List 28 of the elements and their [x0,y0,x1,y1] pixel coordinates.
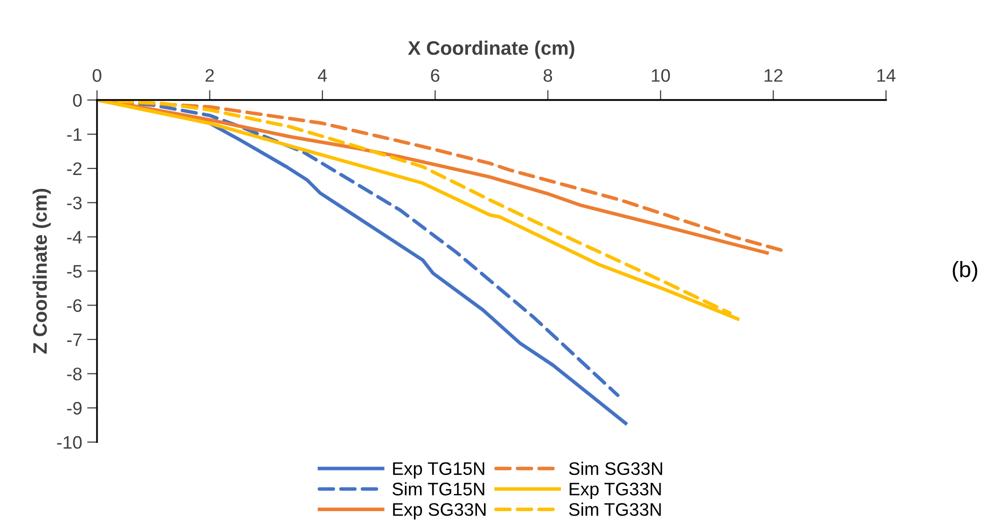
y-tick-label: -3 [67,196,82,210]
legend-label: Sim TG33N [569,502,661,516]
y-tick-label: -7 [67,334,82,346]
x-tick-label: 0 [92,69,102,82]
y-tick-label: -5 [67,265,82,278]
y-tick-label: -1 [67,128,82,141]
y-tick-label: -4 [67,230,82,244]
x-tick-label: 6 [431,69,440,82]
x-tick-label: 8 [544,69,552,82]
y-tick-label: 0 [73,94,82,107]
x-tick-label: 12 [764,69,782,82]
legend-label: Exp SG33N [393,503,486,520]
x-tick-label: 10 [652,69,670,82]
legend-label: Exp TG15N [393,462,484,479]
y-axis-title: Z Coordinate (cm) [32,188,51,354]
y-tick-label: -6 [67,299,82,312]
y-tick-label: -2 [67,162,82,175]
y-tick-label: -8 [67,368,82,380]
legend-label: Sim TG15N [392,482,484,496]
x-axis-title: X Coordinate (cm) [408,40,574,59]
x-tick-label: 4 [318,69,327,82]
x-tick-label: 2 [206,69,214,82]
y-tick-label: -10 [57,436,82,449]
x-tick-label: 14 [877,69,896,82]
legend-label: Sim SG33N [569,462,662,476]
y-tick-label: -9 [67,402,82,415]
legend-label: Exp TG33N [570,482,661,500]
text: (b) [952,260,978,282]
